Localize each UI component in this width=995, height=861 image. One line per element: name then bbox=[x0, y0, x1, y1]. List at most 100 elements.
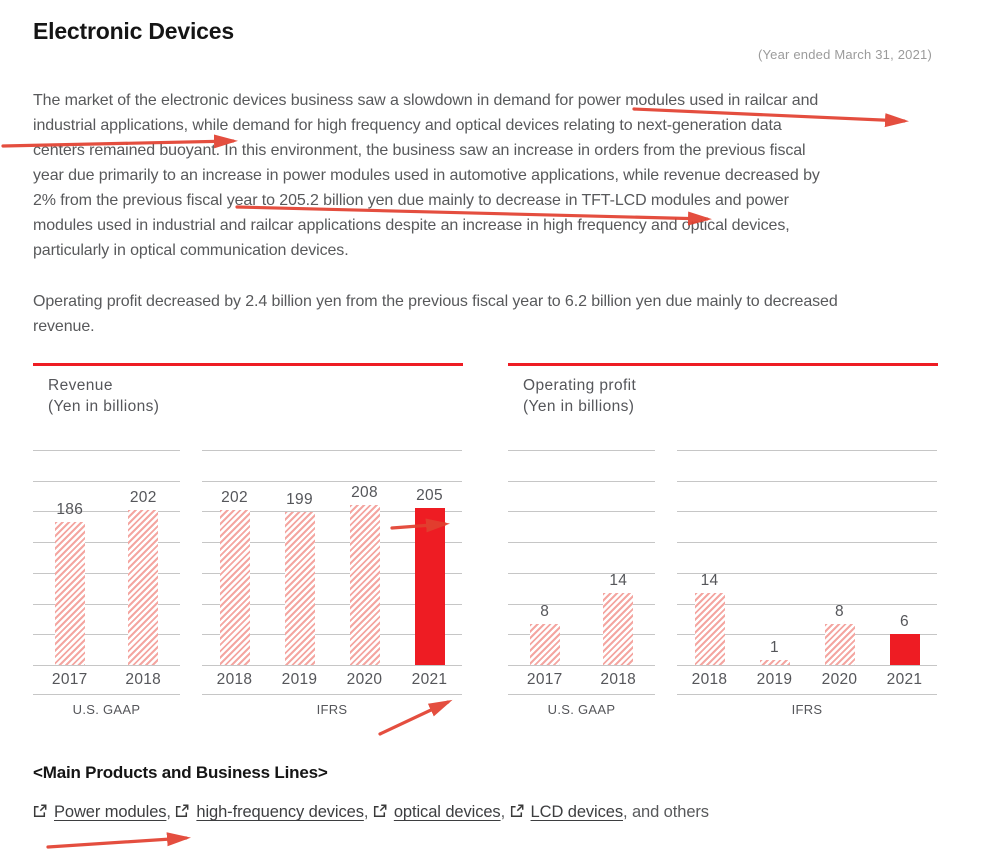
panel-ifrs: 202 199 208 205 2018 2019 2020 2021 IFRS bbox=[202, 450, 462, 717]
bar-column-2018: 202 bbox=[202, 450, 267, 665]
chart-panels: 186 202 2017 2018 U.S. GAAP 202 199 208 205 2018 2… bbox=[33, 450, 463, 717]
bar-value-2017: 8 bbox=[540, 603, 550, 620]
plot-area: 202 199 208 205 bbox=[202, 450, 462, 666]
year-label: 2021 bbox=[411, 671, 448, 688]
product-link-item: optical devices bbox=[373, 803, 501, 821]
gridline bbox=[508, 665, 655, 666]
chart-subtitle: (Yen in billions) bbox=[523, 398, 635, 415]
year-axis: 2018 2019 2020 2021 bbox=[202, 671, 462, 689]
gridline bbox=[202, 665, 462, 666]
year-label: 2018 bbox=[216, 671, 253, 688]
bar-2020 bbox=[824, 624, 855, 665]
text-line: 2% from the previous fiscal year to 205.… bbox=[33, 192, 789, 209]
bar-column-2018: 202 bbox=[107, 450, 181, 665]
gridline bbox=[202, 572, 462, 574]
year-label: 2019 bbox=[756, 671, 793, 688]
standard-label-ifrs: IFRS bbox=[316, 702, 348, 717]
gridline bbox=[33, 603, 180, 605]
gridline bbox=[508, 603, 655, 605]
text-line: year due primarily to an increase in pow… bbox=[33, 167, 820, 184]
gridline bbox=[677, 665, 937, 666]
bar-value-2018: 202 bbox=[129, 489, 157, 506]
bar-value-2017: 186 bbox=[56, 501, 84, 518]
gridline bbox=[677, 450, 937, 451]
gridline bbox=[677, 511, 937, 513]
bars: 186 202 bbox=[33, 450, 180, 665]
link-high-frequency-devices[interactable]: high-frequency devices bbox=[196, 803, 364, 821]
standard-label-u-s-gaap: U.S. GAAP bbox=[72, 702, 141, 717]
panel-u-s-gaap: 186 202 2017 2018 U.S. GAAP bbox=[33, 450, 180, 717]
gridline bbox=[33, 665, 180, 666]
bar-value-2020: 8 bbox=[835, 603, 844, 620]
bar-2018 bbox=[603, 593, 634, 665]
bar-value-2018: 14 bbox=[609, 572, 628, 589]
bar-value-2019: 1 bbox=[770, 639, 779, 656]
gridline bbox=[202, 634, 462, 636]
bar-value-2019: 199 bbox=[286, 491, 313, 508]
plot-area: 8 14 bbox=[508, 450, 655, 666]
standard-label-ifrs: IFRS bbox=[791, 702, 823, 717]
plot-area: 14 1 8 6 bbox=[677, 450, 937, 666]
chart-title: Revenue bbox=[48, 377, 113, 394]
year-axis: 2017 2018 bbox=[508, 671, 655, 689]
gridline bbox=[508, 542, 655, 544]
gridline bbox=[33, 634, 180, 636]
link-lcd-devices[interactable]: LCD devices bbox=[530, 803, 624, 821]
gridline bbox=[33, 542, 180, 544]
gridline bbox=[677, 480, 937, 482]
link-power-modules[interactable]: Power modules bbox=[54, 803, 167, 821]
gridline bbox=[202, 603, 462, 605]
body-paragraph-2: Operating profit decreased by 2.4 billio… bbox=[33, 289, 963, 339]
gridline bbox=[202, 542, 462, 544]
axis-divider bbox=[33, 694, 180, 695]
bar-2021 bbox=[889, 634, 920, 665]
gridline bbox=[202, 450, 462, 451]
bar-column-2021: 6 bbox=[872, 450, 937, 665]
plot-area: 186 202 bbox=[33, 450, 180, 666]
text-line: centers remained buoyant. In this enviro… bbox=[33, 142, 806, 159]
gridline bbox=[33, 450, 180, 451]
bar-column-2019: 1 bbox=[742, 450, 807, 665]
year-label: 2018 bbox=[125, 671, 162, 688]
bar-column-2017: 8 bbox=[508, 450, 582, 665]
body-paragraph-1: The market of the electronic devices bus… bbox=[33, 88, 963, 263]
bar-column-2021: 205 bbox=[397, 450, 462, 665]
gridline bbox=[508, 450, 655, 451]
period-label: (Year ended March 31, 2021) bbox=[757, 47, 932, 62]
year-label: 2017 bbox=[526, 671, 563, 688]
bar-column-2018: 14 bbox=[582, 450, 656, 665]
chart-subtitle: (Yen in billions) bbox=[48, 398, 160, 415]
bar-column-2020: 8 bbox=[807, 450, 872, 665]
year-label: 2020 bbox=[821, 671, 858, 688]
bars: 8 14 bbox=[508, 450, 655, 665]
gridline bbox=[677, 542, 937, 544]
text-line: revenue. bbox=[33, 318, 95, 335]
year-axis: 2018 2019 2020 2021 bbox=[677, 671, 937, 689]
external-link-icon bbox=[510, 804, 523, 818]
bar-2021 bbox=[414, 508, 445, 665]
bar-2019 bbox=[284, 512, 315, 665]
bars: 202 199 208 205 bbox=[202, 450, 462, 665]
product-link-item: Power modules bbox=[33, 803, 167, 821]
year-label: 2018 bbox=[691, 671, 728, 688]
bar-value-2021: 6 bbox=[900, 613, 909, 630]
page-title: Electronic Devices bbox=[33, 18, 234, 44]
bar-column-2018: 14 bbox=[677, 450, 742, 665]
text-line: Operating profit decreased by 2.4 billio… bbox=[33, 293, 838, 310]
axis-divider bbox=[508, 694, 655, 695]
link-optical-devices[interactable]: optical devices bbox=[393, 803, 501, 821]
text-line: particularly in optical communication de… bbox=[33, 242, 349, 259]
year-label: 2020 bbox=[346, 671, 383, 688]
gridline bbox=[33, 511, 180, 513]
axis-divider bbox=[677, 694, 937, 695]
text-line: modules used in industrial and railcar a… bbox=[33, 217, 790, 234]
product-link-item: LCD devices bbox=[510, 803, 623, 821]
product-link-item: high-frequency devices bbox=[175, 803, 364, 821]
gridline bbox=[508, 511, 655, 513]
gridline bbox=[202, 511, 462, 513]
year-label: 2019 bbox=[281, 671, 318, 688]
gridline bbox=[33, 572, 180, 574]
bar-2017 bbox=[54, 522, 85, 665]
year-label: 2021 bbox=[886, 671, 923, 688]
